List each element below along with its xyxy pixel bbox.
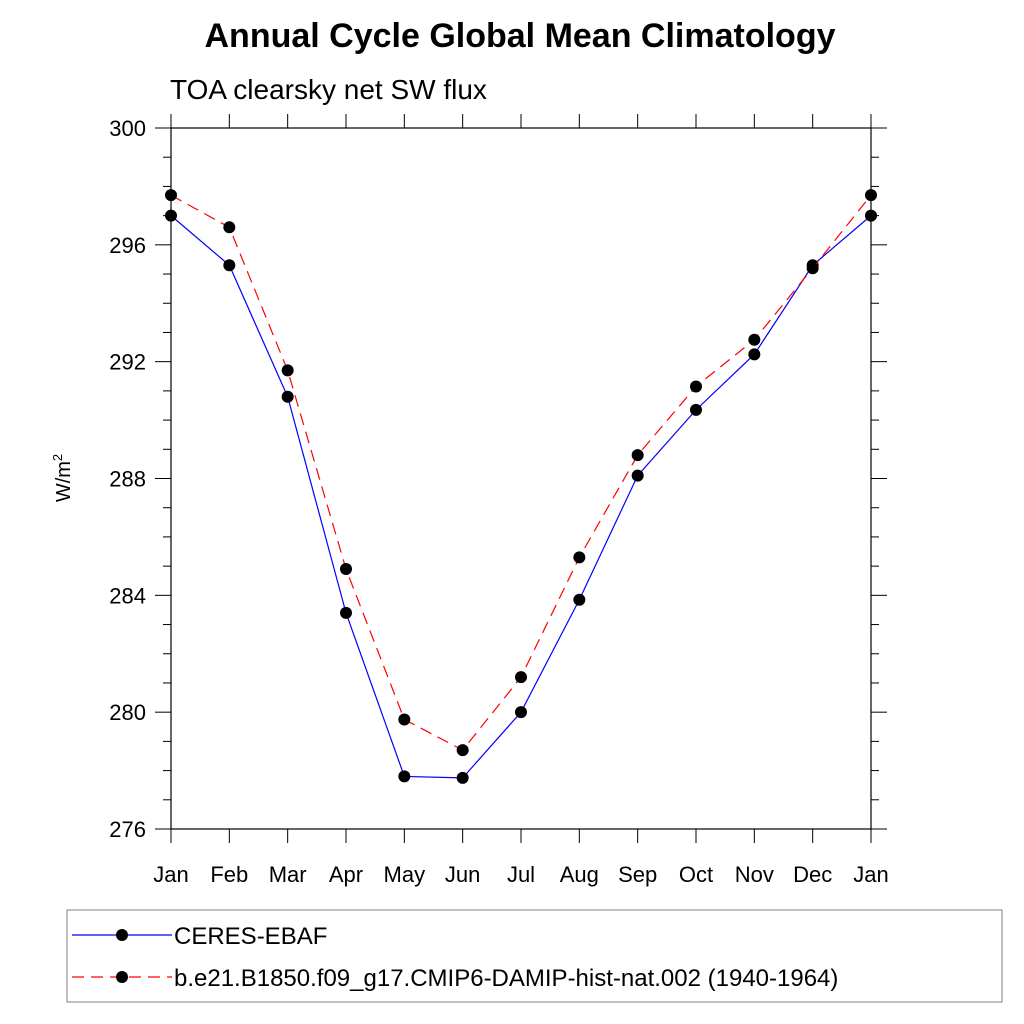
data-point xyxy=(165,189,177,202)
plot-axes: 276 280 284 288 292 296 300 Jan Feb Mar Apr May Jun J… xyxy=(109,114,889,887)
data-point xyxy=(515,706,527,719)
x-tick-label: Feb xyxy=(210,862,248,887)
x-tick-label: Oct xyxy=(679,862,713,887)
data-point xyxy=(631,469,644,482)
data-point xyxy=(456,771,469,784)
data-point xyxy=(690,380,702,393)
y-tick-label: 280 xyxy=(109,700,146,725)
chart-subtitle: TOA clearsky net SW flux xyxy=(170,74,487,105)
y-tick-label: 276 xyxy=(109,817,146,842)
data-point xyxy=(865,209,877,222)
x-tick-label: Nov xyxy=(735,862,774,887)
x-tick-label: Jun xyxy=(445,862,480,887)
data-point xyxy=(806,262,819,275)
x-tick-label: Mar xyxy=(269,862,307,887)
y-tick-label: 300 xyxy=(109,116,146,141)
data-point xyxy=(398,713,411,726)
data-point xyxy=(340,563,352,576)
x-tick-label: Apr xyxy=(329,862,363,887)
data-point xyxy=(398,770,411,783)
data-point xyxy=(281,364,294,377)
data-point xyxy=(690,403,702,416)
x-tick-label: Sep xyxy=(618,862,657,887)
x-tick-label: Aug xyxy=(560,862,599,887)
y-axis-label: W/m2 xyxy=(50,454,75,502)
data-point xyxy=(748,348,761,361)
series-2 xyxy=(165,189,877,757)
data-point xyxy=(340,606,352,619)
legend-label: b.e21.B1850.f09_g17.CMIP6-DAMIP-hist-nat… xyxy=(174,965,838,992)
y-tick-label: 292 xyxy=(109,350,146,375)
data-point xyxy=(281,390,294,403)
x-tick-label: Jan xyxy=(153,862,188,887)
x-tick-label: May xyxy=(384,862,426,887)
data-point xyxy=(456,744,469,757)
legend: CERES-EBAF b.e21.B1850.f09_g17.CMIP6-DAMI… xyxy=(66,909,1003,1003)
legend-marker xyxy=(116,971,128,983)
x-tick-label: Jan xyxy=(853,862,888,887)
y-tick-label: 284 xyxy=(109,583,146,608)
legend-marker xyxy=(116,929,128,941)
data-point xyxy=(573,593,586,606)
series-1 xyxy=(165,209,877,784)
svg-text:W/m2: W/m2 xyxy=(50,454,75,502)
y-axis-label-text: W/m xyxy=(53,461,75,502)
series-line xyxy=(170,215,872,779)
legend-label: CERES-EBAF xyxy=(174,923,327,950)
data-point xyxy=(515,671,527,684)
y-tick-label: 296 xyxy=(109,233,146,258)
data-point xyxy=(748,333,761,346)
data-point xyxy=(223,259,236,272)
y-axis-label-superscript: 2 xyxy=(50,454,65,461)
data-point xyxy=(631,449,644,462)
y-tick-label: 288 xyxy=(109,467,146,492)
series-layer xyxy=(165,189,877,784)
x-tick-label: Dec xyxy=(793,862,832,887)
legend-box xyxy=(66,909,1003,1003)
x-tick-label: Jul xyxy=(507,862,535,887)
data-point xyxy=(573,551,586,564)
data-point xyxy=(165,209,177,222)
series-line xyxy=(170,194,872,751)
data-point xyxy=(865,189,877,202)
data-point xyxy=(223,221,236,234)
chart-title: Annual Cycle Global Mean Climatology xyxy=(205,17,836,55)
plot-frame xyxy=(170,127,872,830)
